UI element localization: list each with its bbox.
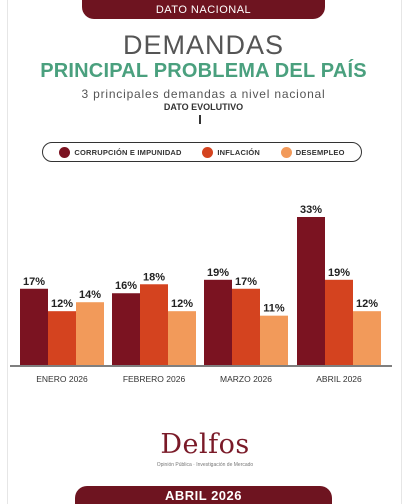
bar [168, 311, 196, 365]
legend-swatch [59, 146, 71, 158]
bar [325, 279, 353, 365]
page-title: DEMANDAS [122, 30, 285, 60]
bar [232, 288, 260, 365]
legend-swatch [280, 146, 292, 158]
data-label: 18% [143, 271, 165, 283]
bar-chart: 17% 12% 14% ENERO 2026 16% 18% 12% FEBRERO 2026… [10, 204, 392, 384]
legend-item-inflacion: INFLACIÓN [202, 146, 261, 158]
data-label: 17% [23, 276, 45, 288]
bar [76, 302, 104, 365]
data-label: 12% [171, 298, 193, 310]
legend-label: CORRUPCIÓN E IMPUNIDAD [74, 147, 182, 157]
delfos-logo: Delfos Opinión Pública · Investigación d… [155, 430, 255, 475]
data-label: 12% [51, 298, 73, 310]
data-label: 19% [328, 267, 350, 279]
legend-item-desempleo: DESEMPLEO [280, 146, 345, 158]
data-label: 17% [235, 276, 257, 288]
page-frame [7, 0, 402, 504]
chart-description: 3 principales demandas a nivel nacional [81, 87, 326, 101]
bar [204, 279, 232, 365]
bar [260, 315, 288, 365]
legend-label: DESEMPLEO [295, 147, 345, 157]
legend-label: INFLACIÓN [217, 147, 261, 157]
data-label: 19% [207, 267, 229, 279]
bar [112, 293, 140, 365]
category-label: MARZO 2026 [220, 374, 272, 384]
top-banner: DATO NACIONAL [82, 0, 325, 19]
data-label: 16% [115, 280, 137, 292]
category-label: FEBRERO 2026 [123, 374, 186, 384]
divider-tick [199, 115, 201, 124]
bar [297, 217, 325, 365]
data-label: 33% [300, 204, 322, 216]
logo-tagline: Opinión Pública · Investigación de Merca… [156, 462, 254, 468]
chart-note: DATO EVOLUTIVO [163, 102, 244, 112]
bar [140, 284, 168, 365]
legend-item-corrupcion: CORRUPCIÓN E IMPUNIDAD [59, 146, 182, 158]
legend-swatch [202, 146, 214, 158]
page-subtitle: PRINCIPAL PROBLEMA DEL PAÍS [40, 60, 367, 82]
bar [353, 311, 381, 365]
chart-legend: CORRUPCIÓN E IMPUNIDAD INFLACIÓN DESEMPL… [42, 142, 362, 162]
bar [20, 288, 48, 365]
data-label: 11% [263, 303, 285, 315]
data-label: 12% [356, 298, 378, 310]
data-label: 14% [79, 289, 101, 301]
category-label: ABRIL 2026 [316, 374, 362, 384]
bottom-banner: ABRIL 2026 [75, 486, 332, 504]
bar [48, 311, 76, 365]
logo-wordmark: Delfos [160, 429, 250, 460]
category-label: ENERO 2026 [36, 374, 88, 384]
